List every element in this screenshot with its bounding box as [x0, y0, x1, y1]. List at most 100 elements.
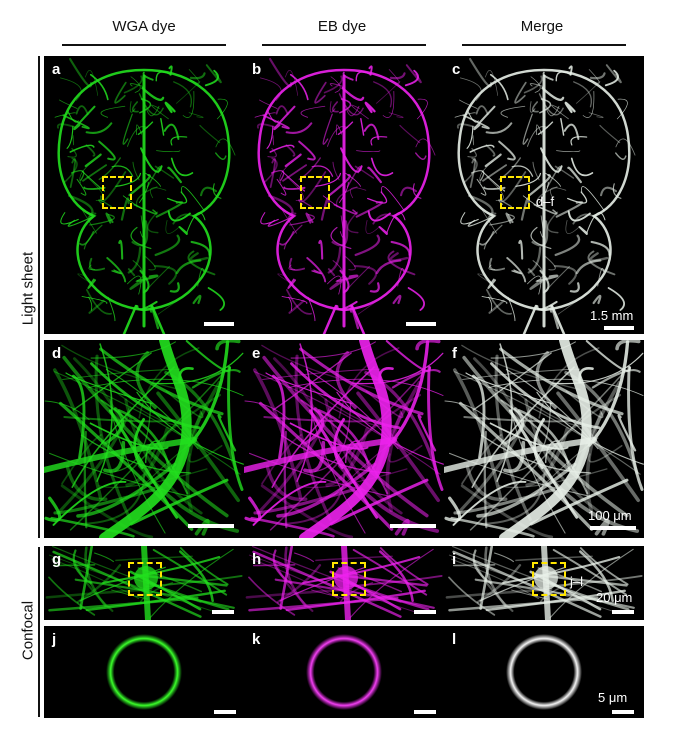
- brain-vessel: [146, 105, 160, 117]
- brain-vessel: [216, 98, 228, 120]
- scale-bar-e: [390, 524, 436, 528]
- cell-merge-image: [506, 634, 582, 710]
- capillary: [252, 564, 296, 567]
- brain-vessel: [165, 220, 180, 234]
- brain-vessel: [539, 215, 544, 238]
- vessel-strand: [317, 409, 372, 472]
- brain-vessel: [549, 187, 567, 199]
- brain-wga-image: [54, 57, 236, 334]
- brain-vessel: [415, 152, 427, 160]
- vessel-strand: [252, 368, 303, 500]
- brain-vessel: [399, 124, 421, 144]
- brain-vessel: [473, 105, 496, 131]
- cell-wga-image: [106, 634, 182, 710]
- vessel-strand: [329, 478, 429, 526]
- brain-vessel: [322, 113, 333, 145]
- brain-vessel: [467, 148, 477, 158]
- roi-box-h: [332, 562, 366, 596]
- brain-vessel: [81, 296, 108, 304]
- brain-vessel: [331, 220, 349, 247]
- panel-c-merge-brain: c d–f 1.5 mm: [444, 56, 644, 334]
- vessel-strand: [449, 452, 592, 498]
- brain-vessel: [100, 105, 126, 118]
- brain-vessel: [344, 255, 356, 271]
- brain-vessel: [489, 213, 515, 226]
- brain-vessel: [262, 114, 290, 130]
- brain-vessel: [557, 293, 588, 315]
- vessel-strand: [535, 351, 557, 410]
- brain-vessel: [275, 105, 289, 116]
- brain-vessel: [588, 69, 600, 84]
- brain-vessel: [170, 136, 188, 146]
- vessel-strand: [110, 387, 184, 428]
- vessel-strand: [489, 422, 569, 450]
- brain-vessel: [215, 138, 236, 156]
- capillary: [178, 550, 214, 603]
- brain-vessel: [144, 255, 156, 271]
- capillary: [552, 548, 628, 596]
- brain-vessel: [467, 194, 494, 219]
- brain-vessel: [381, 186, 405, 212]
- capillary: [248, 554, 421, 615]
- vessel-strand: [453, 487, 556, 515]
- vessel-strand: [471, 374, 486, 459]
- major-vessel: [444, 437, 597, 473]
- brain-vessel: [54, 112, 76, 118]
- brain-vessel: [167, 166, 182, 184]
- brain-vessel: [567, 166, 582, 184]
- capillary: [179, 547, 229, 586]
- brain-vessel: [59, 77, 82, 101]
- panel-g-wga-confocal: g: [44, 546, 244, 620]
- brain-vessel: [573, 81, 592, 108]
- vessel-strand: [103, 440, 126, 473]
- brain-vessel: [390, 240, 411, 256]
- brain-vessel: [462, 114, 490, 130]
- brain-vessel: [176, 81, 201, 104]
- brain-vessel: [170, 157, 194, 177]
- capillary: [139, 582, 174, 603]
- brain-vessel: [532, 161, 540, 181]
- brain-vessel: [597, 267, 605, 287]
- brain-vessel: [539, 181, 549, 203]
- brain-vessel: [337, 121, 354, 136]
- vessel-strand: [525, 427, 570, 488]
- vessel-segment: [541, 546, 551, 620]
- vessel-segment: [141, 546, 151, 620]
- panel-e-eb-zoom: e: [244, 340, 444, 538]
- capillary: [345, 575, 443, 588]
- panel-l-merge-cell: l 5 μm: [444, 626, 644, 718]
- brain-vessel: [189, 72, 206, 80]
- vessel-strand: [80, 473, 146, 525]
- brain-vessel: [592, 294, 602, 305]
- column-rule-eb: [262, 44, 426, 46]
- brain-vessel: [127, 126, 148, 147]
- scale-bar-b: [406, 322, 436, 326]
- brain-vessel: [485, 144, 496, 157]
- brain-vessel: [318, 239, 324, 260]
- vessel-strand: [280, 473, 346, 525]
- capillary: [379, 547, 429, 586]
- brain-vessel: [123, 75, 143, 94]
- brain-vessel: [555, 71, 572, 82]
- brain-vessel: [529, 82, 544, 87]
- brain-vessel: [459, 77, 482, 101]
- brain-vessel: [267, 148, 277, 158]
- brain-vessel: [485, 288, 512, 315]
- vessel-strand: [58, 401, 194, 531]
- brain-vessel: [276, 178, 287, 196]
- brain-vessel: [105, 212, 114, 224]
- brain-vessel: [581, 186, 605, 212]
- brain-vessel: [389, 252, 409, 262]
- brain-vessel: [127, 268, 136, 277]
- brain-vessel: [329, 280, 343, 290]
- brain-vessel: [269, 144, 295, 153]
- roi-reference-i: j–l: [570, 574, 584, 589]
- capillary: [539, 582, 574, 603]
- vessel-strand: [298, 468, 408, 488]
- brain-vessel: [357, 293, 388, 315]
- vessel-strand: [427, 365, 444, 491]
- capillary: [294, 552, 314, 563]
- brain-vessel: [416, 98, 428, 120]
- vessel-strand: [391, 368, 441, 389]
- brain-vessel: [530, 76, 541, 93]
